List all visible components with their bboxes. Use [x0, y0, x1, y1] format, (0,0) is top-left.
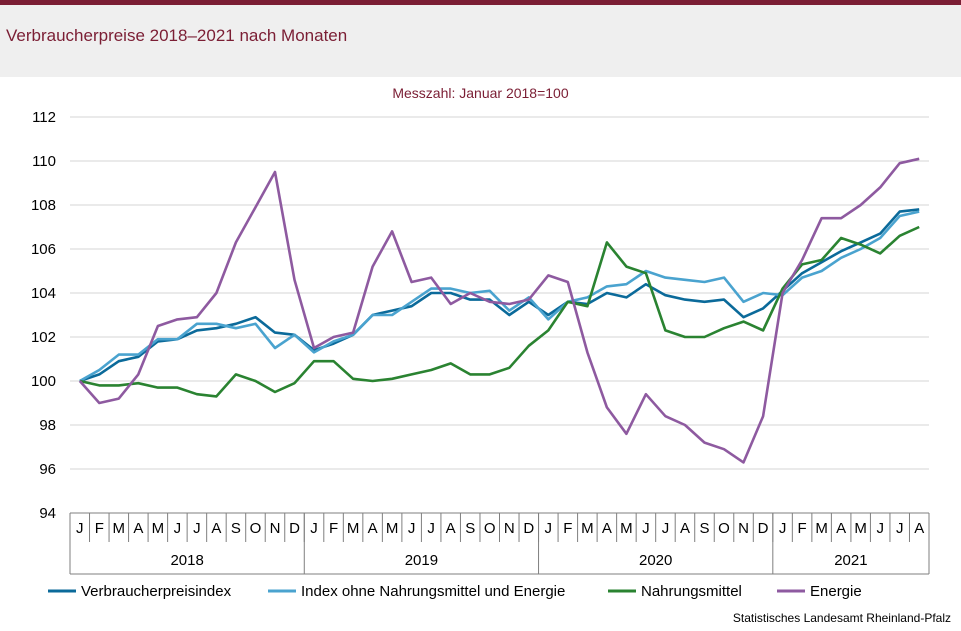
month-label: A	[680, 520, 690, 537]
month-label: J	[779, 520, 787, 537]
month-label: J	[76, 520, 84, 537]
month-label: F	[798, 520, 807, 537]
series-line-energie	[78, 157, 920, 464]
year-label: 2020	[639, 552, 672, 569]
series-line-nahrungsmittel	[79, 225, 920, 398]
month-label: J	[174, 520, 182, 537]
y-tick-label: 112	[32, 109, 56, 126]
month-label: J	[408, 520, 416, 537]
month-label: M	[620, 520, 633, 537]
month-label: N	[504, 520, 515, 537]
y-tick-label: 94	[39, 505, 56, 522]
month-label: D	[758, 520, 769, 537]
month-label: J	[662, 520, 670, 537]
month-label: F	[329, 520, 338, 537]
month-label: J	[193, 520, 201, 537]
month-label: J	[427, 520, 435, 537]
month-label: M	[581, 520, 594, 537]
month-label: J	[896, 520, 904, 537]
year-label: 2018	[170, 552, 203, 569]
month-label: N	[738, 520, 749, 537]
month-label: D	[289, 520, 300, 537]
month-label: A	[368, 520, 378, 537]
month-label: S	[465, 520, 475, 537]
month-label: O	[250, 520, 262, 537]
month-label: F	[95, 520, 104, 537]
series-line-verbraucherpreisindex	[79, 208, 920, 383]
month-label: N	[270, 520, 281, 537]
y-tick-label: 104	[31, 285, 56, 302]
legend-label: Index ohne Nahrungsmittel und Energie	[301, 583, 565, 600]
y-tick-label: 100	[31, 373, 56, 390]
legend-label: Nahrungsmittel	[641, 583, 742, 600]
month-label: O	[484, 520, 496, 537]
month-label: M	[386, 520, 399, 537]
month-label: M	[854, 520, 867, 537]
legend-label: Energie	[810, 583, 862, 600]
y-tick-label: 110	[32, 153, 56, 170]
legend-label: Verbraucherpreisindex	[81, 583, 232, 600]
page-title: Verbraucherpreise 2018–2021 nach Monaten	[6, 26, 348, 45]
month-label: A	[446, 520, 456, 537]
y-tick-label: 106	[31, 241, 56, 258]
month-label: J	[545, 520, 553, 537]
month-label: S	[699, 520, 709, 537]
chart-subtitle: Messzahl: Januar 2018=100	[392, 85, 569, 101]
y-tick-label: 108	[31, 197, 56, 214]
y-tick-label: 96	[39, 461, 56, 478]
month-label: S	[231, 520, 241, 537]
series-line-index-ohne-nahrungsmittel-und-energie	[79, 210, 920, 383]
month-label: A	[914, 520, 924, 537]
y-tick-label: 102	[31, 329, 56, 346]
month-label: D	[523, 520, 534, 537]
year-label: 2019	[405, 552, 438, 569]
chart-panel	[0, 77, 961, 631]
month-label: J	[642, 520, 650, 537]
top-accent-bar	[0, 0, 961, 5]
source-note: Statistisches Landesamt Rheinland-Pfalz	[732, 611, 951, 625]
month-label: M	[113, 520, 126, 537]
month-label: F	[563, 520, 572, 537]
month-label: J	[876, 520, 884, 537]
month-label: A	[836, 520, 846, 537]
month-label: O	[718, 520, 730, 537]
month-label: M	[815, 520, 828, 537]
month-label: A	[133, 520, 143, 537]
year-label: 2021	[834, 552, 867, 569]
month-label: A	[602, 520, 612, 537]
y-tick-label: 98	[39, 417, 56, 434]
month-label: A	[211, 520, 221, 537]
month-label: M	[152, 520, 165, 537]
month-label: J	[310, 520, 318, 537]
month-label: M	[347, 520, 360, 537]
